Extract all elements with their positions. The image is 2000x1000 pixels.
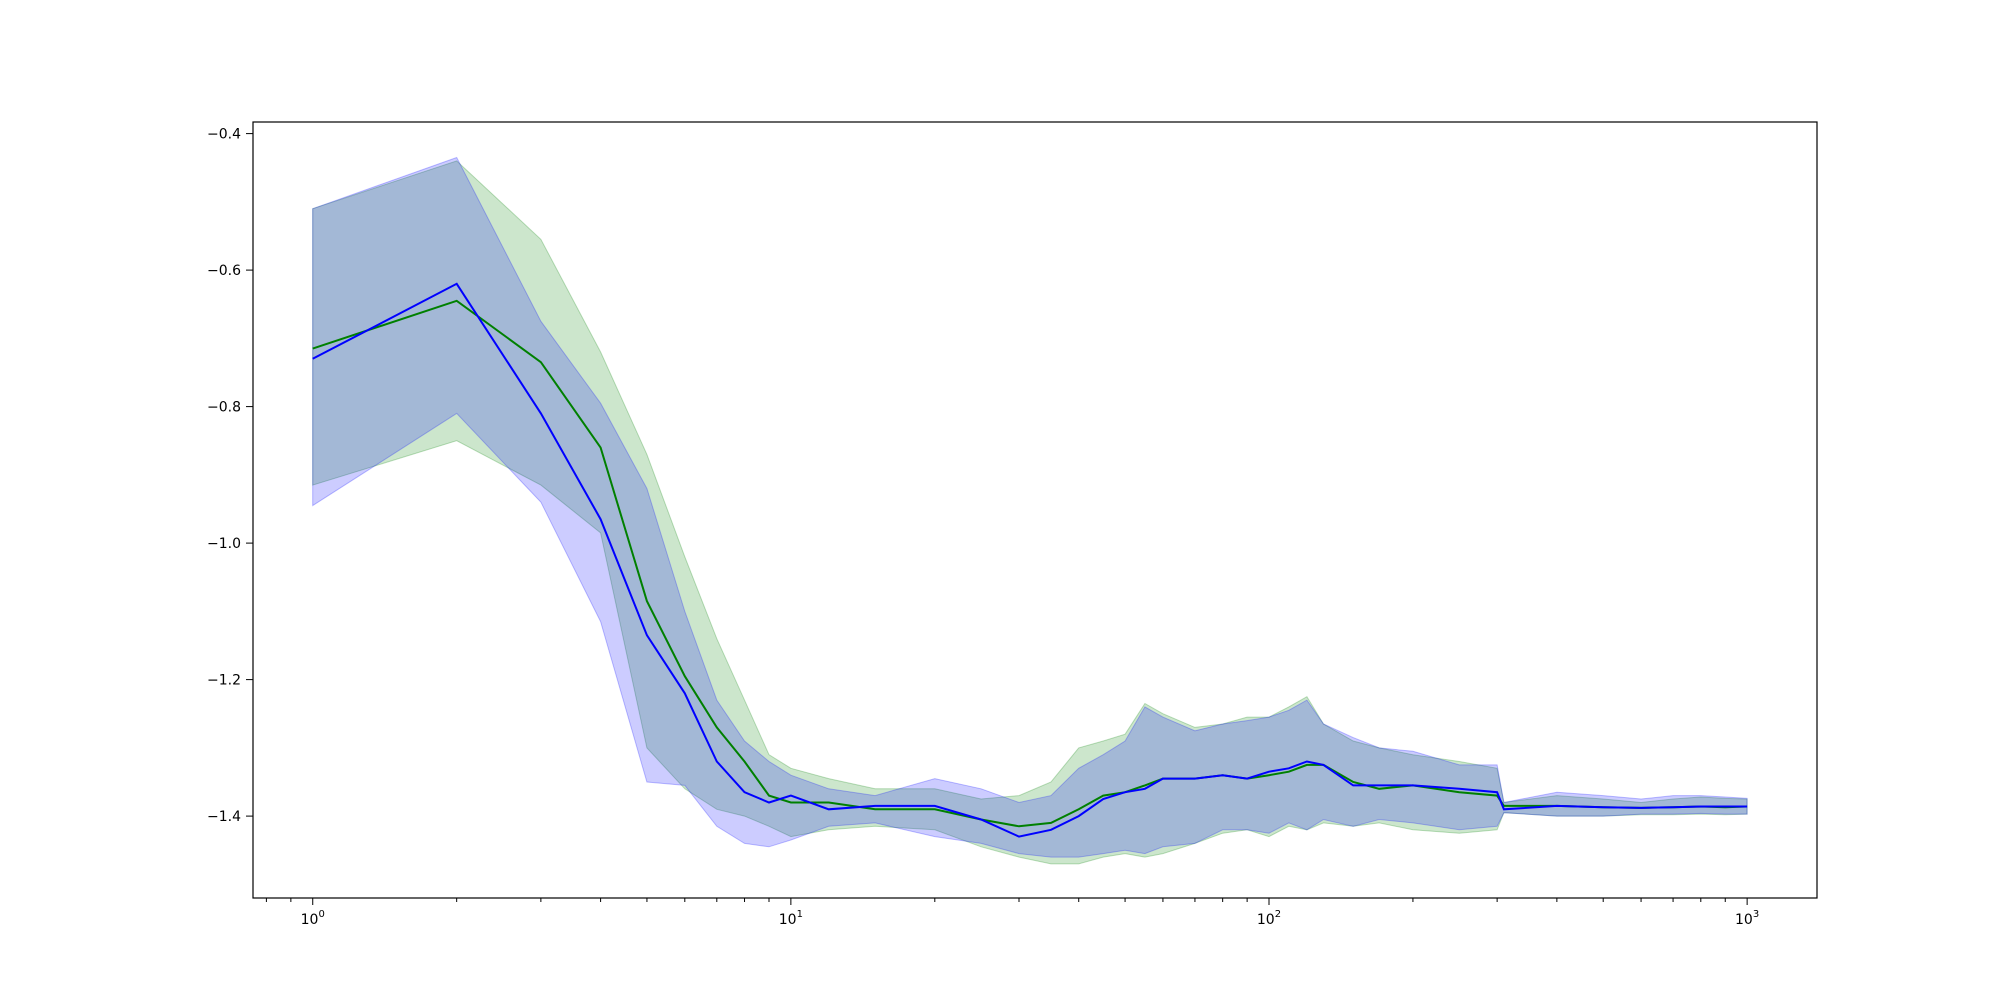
x-tick-label: 103 [1735,909,1759,928]
y-axis: −0.4 −0.6 −0.8 −1.0 −1.2 −1.4 [207,127,253,825]
series-1-line [312,282,1748,838]
y-tick-label: −1.0 [207,536,241,552]
x-tick-label: 101 [779,909,803,928]
series-1-band [312,156,1748,858]
y-tick-label: −0.6 [207,263,241,279]
y-tick-label: −0.4 [207,127,241,143]
confidence-bands [312,156,1748,865]
x-axis: 100 101 102 103 [265,898,1759,928]
series-0-band [312,160,1748,865]
y-tick-label: −1.4 [207,809,241,825]
series-lines [312,282,1748,838]
plot-frame [252,121,1818,899]
x-tick-label: 102 [1257,909,1281,928]
x-tick-label: 100 [301,909,325,928]
y-tick-label: −1.2 [207,673,241,689]
y-tick-label: −0.8 [207,400,241,416]
